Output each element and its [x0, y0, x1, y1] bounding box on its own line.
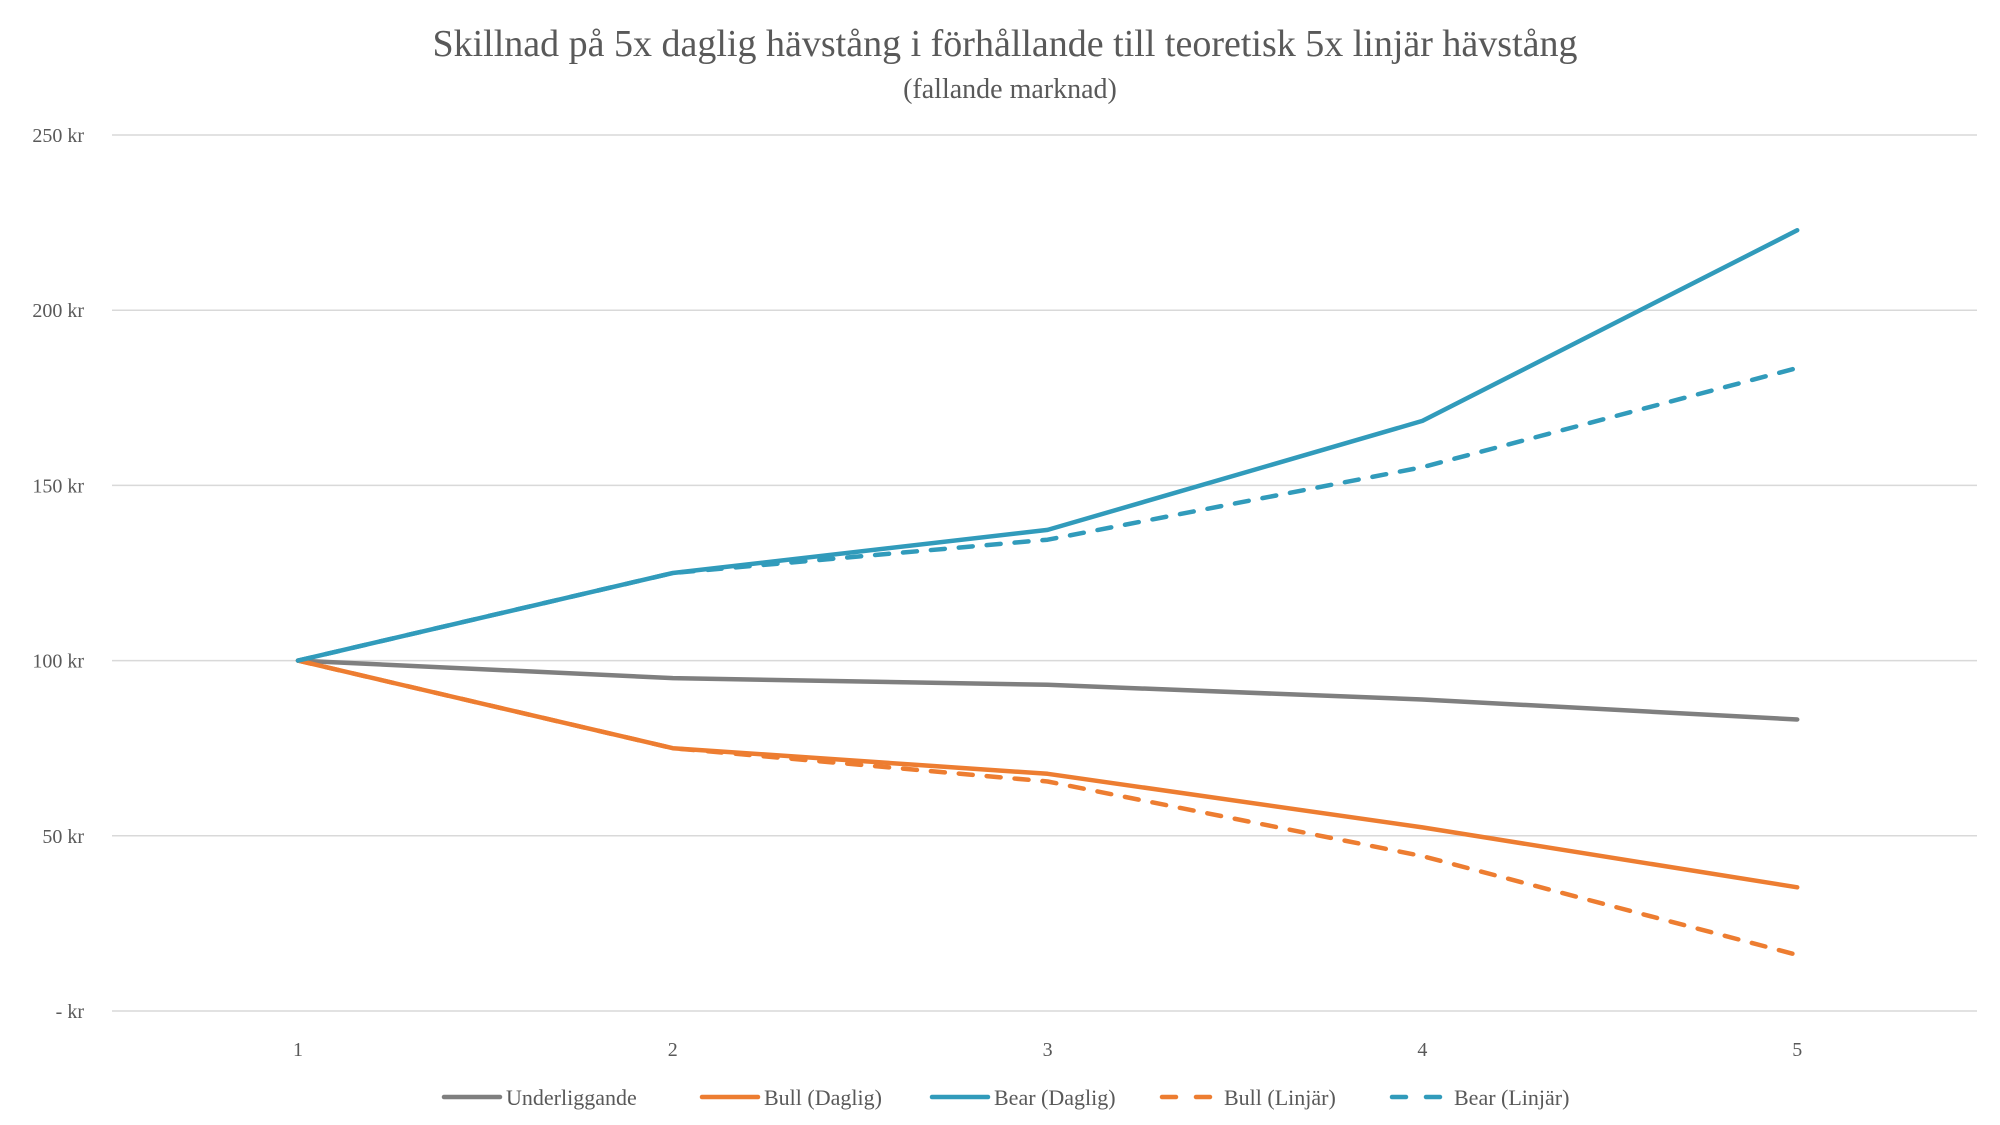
- y-tick-label: - kr: [56, 1001, 85, 1023]
- legend: Underliggande Bull (Daglig) Bear (Daglig) B…: [441, 1085, 1569, 1110]
- legend-label: Bear (Daglig): [994, 1085, 1116, 1110]
- series-line-bear-daglig: [295, 228, 1800, 663]
- x-tick-label: 3: [1043, 1039, 1053, 1061]
- legend-label: Bear (Linjär): [1454, 1085, 1569, 1110]
- gridlines: [112, 134, 1977, 1012]
- legend-item: Bear (Linjär): [1389, 1085, 1569, 1110]
- x-tick-label: 2: [668, 1039, 678, 1061]
- series-line-bull-daglig: [295, 658, 1800, 890]
- legend-label: Bull (Daglig): [764, 1085, 882, 1110]
- y-tick-label: 200 kr: [32, 300, 84, 322]
- y-tick-label: 100 kr: [32, 651, 84, 673]
- legend-item: Bear (Daglig): [929, 1085, 1116, 1110]
- x-axis-labels: 1 2 3 4 5: [293, 1039, 1802, 1061]
- series-lines: [295, 228, 1800, 958]
- x-tick-label: 4: [1417, 1039, 1427, 1061]
- y-tick-label: 250 kr: [32, 125, 84, 147]
- series-line-underliggande: [295, 658, 1800, 722]
- legend-label: Bull (Linjär): [1224, 1085, 1336, 1110]
- y-tick-label: 50 kr: [42, 826, 84, 848]
- x-tick-label: 1: [293, 1039, 303, 1061]
- legend-item: Bull (Linjär): [1159, 1085, 1336, 1110]
- series-line-bear-linjär: [295, 365, 1800, 663]
- y-axis-labels: - kr 50 kr 100 kr 150 kr 200 kr 250 kr: [32, 125, 84, 1023]
- legend-item: Bull (Daglig): [699, 1085, 882, 1110]
- x-tick-label: 5: [1792, 1039, 1802, 1061]
- legend-label: Underliggande: [506, 1085, 637, 1110]
- chart-title: Skillnad på 5x daglig hävstång i förhåll…: [432, 23, 1577, 65]
- series-line-bull-linjär: [295, 658, 1800, 958]
- chart-subtitle: (fallande marknad): [903, 74, 1117, 105]
- legend-item: Underliggande: [441, 1085, 637, 1110]
- y-tick-label: 150 kr: [32, 475, 84, 497]
